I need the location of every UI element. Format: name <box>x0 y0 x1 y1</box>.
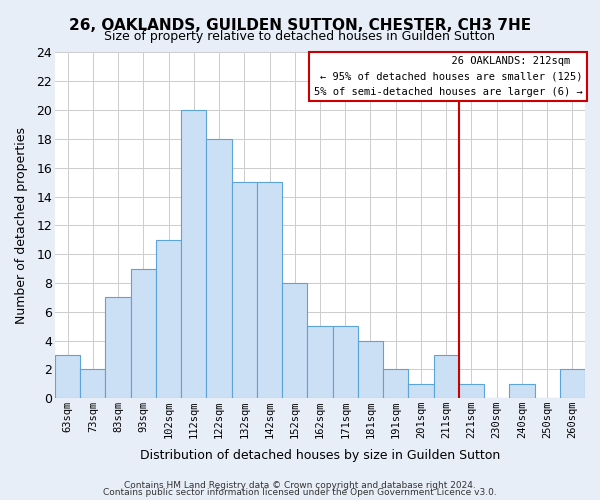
Bar <box>156 240 181 398</box>
Text: Contains HM Land Registry data © Crown copyright and database right 2024.: Contains HM Land Registry data © Crown c… <box>124 480 476 490</box>
Bar <box>434 355 459 398</box>
Bar <box>459 384 484 398</box>
X-axis label: Distribution of detached houses by size in Guilden Sutton: Distribution of detached houses by size … <box>140 450 500 462</box>
Bar <box>307 326 332 398</box>
Bar <box>257 182 282 398</box>
Bar <box>509 384 535 398</box>
Text: 26, OAKLANDS, GUILDEN SUTTON, CHESTER, CH3 7HE: 26, OAKLANDS, GUILDEN SUTTON, CHESTER, C… <box>69 18 531 32</box>
Bar <box>106 298 131 398</box>
Y-axis label: Number of detached properties: Number of detached properties <box>15 127 28 324</box>
Text: Size of property relative to detached houses in Guilden Sutton: Size of property relative to detached ho… <box>104 30 496 43</box>
Bar <box>560 370 585 398</box>
Text: Contains public sector information licensed under the Open Government Licence v3: Contains public sector information licen… <box>103 488 497 497</box>
Bar <box>409 384 434 398</box>
Bar <box>383 370 409 398</box>
Bar <box>206 139 232 398</box>
Bar <box>282 283 307 398</box>
Bar <box>332 326 358 398</box>
Bar <box>131 268 156 398</box>
Bar <box>55 355 80 398</box>
Bar <box>232 182 257 398</box>
Bar <box>80 370 106 398</box>
Bar <box>181 110 206 398</box>
Bar <box>358 340 383 398</box>
Text: 26 OAKLANDS: 212sqm  
← 95% of detached houses are smaller (125)
5% of semi-deta: 26 OAKLANDS: 212sqm ← 95% of detached ho… <box>314 56 583 97</box>
